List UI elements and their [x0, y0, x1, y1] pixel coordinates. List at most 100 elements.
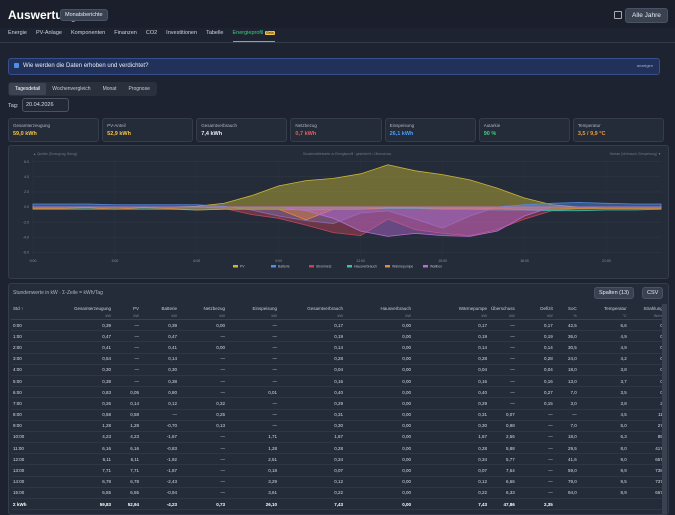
table-cell: 0,14: [141, 353, 179, 365]
table-cell: 94,0: [554, 487, 579, 500]
year-select[interactable]: Alle Jahre: [625, 8, 668, 23]
table-cell: —: [179, 353, 227, 365]
column-header[interactable]: Gesamterzeugung: [73, 306, 111, 311]
report-button[interactable]: Monatsberichte: [60, 9, 108, 21]
table-cell: 0,00: [345, 476, 413, 488]
table-cell: 2:00: [11, 341, 51, 354]
y-tick-label: 0.0: [24, 205, 29, 209]
tab[interactable]: Energie: [8, 30, 27, 42]
y-tick-label: -6.0: [23, 250, 29, 254]
column-header[interactable]: Hausverbrauch: [380, 306, 411, 311]
tab[interactable]: Energieprofil Beta: [232, 30, 275, 42]
table-cell: 29,5: [554, 442, 579, 455]
table-cell: 1:00: [11, 330, 51, 343]
column-header[interactable]: Netzbezug: [203, 306, 225, 311]
table-cell: -1,92: [141, 453, 179, 466]
table-cell: 24,0: [554, 353, 579, 365]
tab[interactable]: Tabelle: [206, 30, 223, 42]
legend-swatch: [233, 265, 238, 268]
column-header[interactable]: Temperatur: [604, 306, 627, 311]
column-header[interactable]: PV: [132, 306, 139, 311]
table-cell: 0: [628, 364, 665, 376]
scrollbar[interactable]: [662, 304, 667, 514]
table-cell: 6,3: [578, 431, 629, 444]
table-cell: 41,6: [554, 453, 579, 466]
tab[interactable]: Komponenten: [71, 30, 105, 42]
table-cell: 5:00: [11, 375, 51, 388]
table-cell: 5,77: [489, 453, 517, 466]
y-tick-label: -4.0: [23, 235, 29, 239]
table-cell: 667: [628, 487, 665, 500]
table-cell: —: [516, 442, 555, 455]
table-cell: 0,07: [279, 464, 345, 477]
header: Auswertung Monatsberichte Alle Jahre: [0, 0, 675, 28]
chart-panel: Stundenmittelwerte zu Energieprofil · ge…: [8, 145, 669, 279]
table-row: 9:00 1,28 1,28 -0,70 0,13—0,30 0,00 0,30 0,98—7…: [11, 420, 665, 432]
table-caption: Stundenwerte in kW · Σ-Zeile = kWh/Tag: [13, 290, 103, 296]
table-cell: —: [113, 330, 141, 343]
sub-tab[interactable]: Monat: [102, 86, 117, 92]
tab-label: Tabelle: [206, 30, 224, 36]
date-input[interactable]: 20.04.2026: [22, 98, 69, 112]
table-cell: 42,5: [554, 319, 579, 332]
tab[interactable]: Finanzen: [114, 30, 137, 42]
area-series: [33, 206, 661, 237]
table-cell: 0,17: [516, 319, 555, 332]
column-unit: kW: [516, 313, 555, 320]
kpi-label: Autarkie: [483, 123, 501, 128]
sub-tab[interactable]: Prognose: [128, 86, 150, 92]
table-cell: 6,78: [113, 476, 141, 488]
table-cell: 0,13: [179, 420, 227, 432]
sub-tab[interactable]: Wochenvergleich: [52, 86, 91, 92]
column-header[interactable]: Batterie: [161, 306, 177, 311]
sum-cell: 59,83: [51, 498, 113, 511]
table-cell: 5,0: [578, 420, 629, 432]
column-unit: %: [554, 313, 579, 320]
table-cell: 3,8: [578, 364, 629, 376]
column-header[interactable]: Strahlung: [643, 306, 663, 311]
column-header[interactable]: Einspeisung: [252, 306, 277, 311]
legend-swatch: [347, 265, 352, 268]
sum-cell: 0,73: [179, 498, 227, 511]
info-toggle[interactable]: anzeigen: [636, 63, 653, 68]
legend-swatch: [423, 265, 428, 268]
table-cell: —: [113, 319, 141, 332]
column-header[interactable]: Gesamtverbrauch: [307, 306, 343, 311]
csv-button[interactable]: CSV: [642, 287, 664, 299]
x-tick-label: 15:00: [438, 259, 447, 263]
table-cell: -0,94: [141, 487, 179, 500]
column-unit: kW: [227, 313, 279, 320]
table-cell: 1,28: [113, 420, 141, 432]
legend-label: Stromnetz: [316, 264, 332, 268]
tab[interactable]: Investitionen: [166, 30, 197, 42]
column-header[interactable]: Wärmepumpe: [458, 306, 487, 311]
table-cell: 0,00: [345, 420, 413, 432]
table-cell: 1,67: [279, 431, 345, 444]
column-header[interactable]: Überschuss: [491, 306, 515, 311]
kpi-card: PV-Anteil 52,9 kWh: [102, 118, 194, 142]
table-cell: 0,39: [51, 319, 113, 332]
kpi-label: Gesamterzeugung: [13, 123, 51, 128]
column-header[interactable]: Defizit: [540, 306, 553, 311]
table-cell: 0,31: [279, 409, 345, 421]
sub-tabs: Tagesdetail Wochenvergleich Monat Prognose: [8, 82, 157, 96]
kpi-card: Netzbezug 0,7 kWh: [290, 118, 382, 142]
table-cell: 0,30: [141, 364, 179, 376]
info-icon: [14, 63, 19, 68]
tab[interactable]: PV-Anlage: [36, 30, 62, 42]
table-cell: 8,0: [578, 442, 629, 455]
table-cell: —: [179, 386, 227, 399]
table-cell: —: [179, 476, 227, 488]
info-bar[interactable]: Wie werden die Daten erhoben und verdich…: [8, 58, 660, 75]
table-cell: 10:00: [11, 431, 51, 444]
table-cell: —: [516, 464, 555, 477]
column-unit: °C: [578, 313, 629, 320]
table-row: 0:00 0,39—0,39 0,00—0,17 0,00 0,17—0,17 42,5 6…: [11, 319, 665, 332]
column-header[interactable]: SoC: [568, 306, 577, 311]
tab[interactable]: CO2: [146, 30, 157, 42]
columns-button[interactable]: Spalten (13): [594, 287, 634, 299]
column-header[interactable]: Std ↑: [13, 306, 24, 311]
sub-tab[interactable]: Tagesdetail: [9, 83, 47, 95]
